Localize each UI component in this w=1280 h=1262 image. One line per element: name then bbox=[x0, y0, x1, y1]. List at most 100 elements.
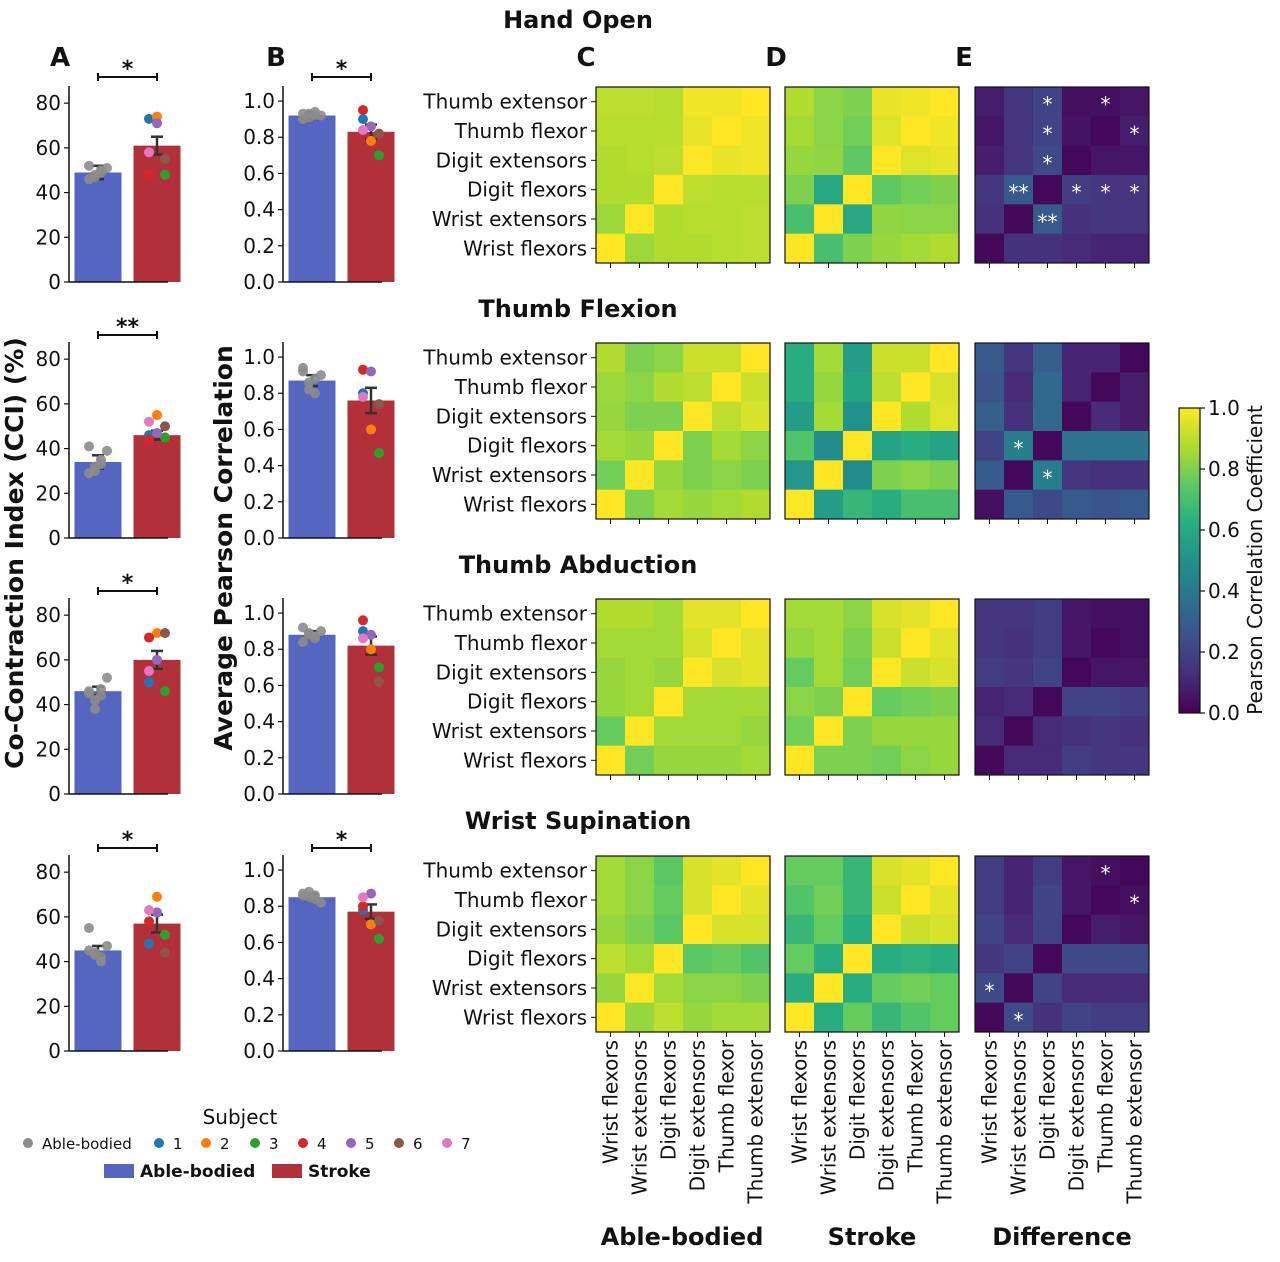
legend: Subject Able-bodied 1 2 3 4 5 6 7 Able-bodied St… bbox=[23, 1105, 471, 1182]
heatmap-cell bbox=[1033, 716, 1063, 747]
point-subject-4 bbox=[144, 632, 154, 643]
column-label: Digit flexors bbox=[846, 1040, 870, 1160]
heatmap-cell bbox=[814, 431, 844, 461]
row-label: Thumb flexor bbox=[454, 631, 588, 655]
heatmap-cell bbox=[930, 460, 960, 491]
heatmap-cell bbox=[901, 657, 931, 688]
heatmap-cell bbox=[843, 401, 873, 432]
heatmap-cell bbox=[975, 599, 1005, 629]
heatmap-cell bbox=[930, 401, 960, 432]
heatmap-cell bbox=[785, 343, 815, 373]
colorbar: 0.0 0.2 0.4 0.6 0.8 1.0 Pearson Correlation C… bbox=[1178, 396, 1267, 725]
heatmap-cell bbox=[1120, 745, 1150, 776]
heatmap-cell bbox=[785, 973, 815, 1004]
row-label: Wrist extensors bbox=[432, 463, 587, 487]
heatmap-cell bbox=[741, 431, 771, 461]
heatmap-cell bbox=[712, 1002, 742, 1033]
heatmap-cell bbox=[625, 460, 655, 491]
point-able-bodied bbox=[96, 459, 106, 470]
colorbar-tick-label: 0.2 bbox=[1208, 640, 1240, 664]
bar-chart-cci-0: 0 20 40 60 80 * bbox=[36, 57, 181, 294]
row-label: Digit extensors bbox=[436, 917, 587, 941]
heatmap-cell bbox=[741, 657, 771, 688]
heatmap-cell bbox=[814, 944, 844, 974]
point-able-bodied bbox=[310, 890, 320, 901]
point-subject-7 bbox=[144, 147, 154, 158]
point-subject-4 bbox=[358, 901, 368, 912]
heatmap-cell bbox=[930, 431, 960, 461]
heatmap-cell bbox=[1091, 1002, 1121, 1033]
heatmap-cell bbox=[1004, 973, 1034, 1004]
point-subject-6 bbox=[160, 421, 170, 432]
heatmap-cell bbox=[975, 628, 1005, 659]
heatmap-cell bbox=[712, 687, 742, 717]
y-tick-label: 80 bbox=[36, 347, 61, 371]
row-label: Digit flexors bbox=[467, 434, 587, 458]
heatmap-cell bbox=[872, 431, 902, 461]
heatmap-cell bbox=[930, 343, 960, 373]
heatmap-cell bbox=[712, 204, 742, 235]
heatmap-cell bbox=[872, 856, 902, 886]
heatmap-cell bbox=[1120, 687, 1150, 717]
y-tick-label: 40 bbox=[36, 437, 61, 461]
point-subject-6 bbox=[160, 628, 170, 639]
heatmap-cell bbox=[1062, 599, 1092, 629]
row-label: Thumb extensor bbox=[422, 859, 587, 883]
heatmap-cell bbox=[872, 885, 902, 916]
heatmap-cell bbox=[683, 460, 713, 491]
heatmap-cell bbox=[683, 233, 713, 264]
significance-star: * bbox=[1043, 122, 1053, 146]
heatmap-cell bbox=[901, 372, 931, 403]
heatmap-cell bbox=[712, 460, 742, 491]
point-subject-3 bbox=[160, 686, 170, 697]
column-label: Wrist extensors bbox=[1007, 1040, 1031, 1195]
heatmap-cell bbox=[843, 343, 873, 373]
heatmap-cell bbox=[872, 175, 902, 205]
heatmap-cell bbox=[683, 657, 713, 688]
heatmap-cell bbox=[1120, 145, 1150, 176]
significance-star: * bbox=[1014, 437, 1024, 461]
heatmap-cell bbox=[596, 233, 626, 264]
heatmap-cell bbox=[1120, 116, 1150, 147]
heatmap-cell bbox=[1033, 687, 1063, 717]
heatmap-cell bbox=[654, 460, 684, 491]
heatmap-cell bbox=[1062, 687, 1092, 717]
heatmap-cell bbox=[975, 372, 1005, 403]
y-tick-label: 0 bbox=[48, 526, 61, 550]
heatmap-cell bbox=[683, 973, 713, 1004]
y-tick-label: 0 bbox=[48, 782, 61, 806]
heatmap-cell bbox=[1062, 914, 1092, 945]
heatmap-cell bbox=[1033, 175, 1063, 205]
point-subject-6 bbox=[160, 154, 170, 165]
point-subject-2 bbox=[152, 891, 162, 902]
heatmap-cell bbox=[872, 657, 902, 688]
heatmap-cell bbox=[625, 175, 655, 205]
heatmap-frame bbox=[974, 598, 1150, 776]
heatmap-cell bbox=[1033, 431, 1063, 461]
heatmap-difference: * ** **** * * *** bbox=[974, 86, 1150, 268]
heatmap-cell bbox=[1120, 175, 1150, 205]
heatmap-cell bbox=[843, 233, 873, 264]
heatmap-cell bbox=[901, 944, 931, 974]
heatmap-cell bbox=[930, 657, 960, 688]
y-tick-label: 1.0 bbox=[243, 858, 275, 882]
heatmap-cell bbox=[785, 885, 815, 916]
heatmap-cell bbox=[814, 489, 844, 520]
heatmap-cell bbox=[872, 716, 902, 747]
heatmap-cell bbox=[814, 885, 844, 916]
heatmap-cell bbox=[1033, 204, 1063, 235]
significance-star: ** bbox=[1038, 210, 1058, 234]
point-subject-6 bbox=[374, 128, 384, 139]
legend-title: Subject bbox=[203, 1105, 278, 1129]
heatmap-cell bbox=[625, 1002, 655, 1033]
legend-group-swatch-0 bbox=[104, 1164, 134, 1178]
point-able-bodied bbox=[304, 384, 314, 395]
point-subject-5 bbox=[152, 427, 162, 438]
heatmap-cell bbox=[1091, 973, 1121, 1004]
heatmap-difference: * * * * bbox=[974, 855, 1150, 1037]
heatmap-cell bbox=[1062, 716, 1092, 747]
heatmap-cell bbox=[975, 914, 1005, 945]
heatmap-cell bbox=[872, 145, 902, 176]
legend-label-5: 5 bbox=[365, 1135, 375, 1153]
heatmap-cell bbox=[975, 856, 1005, 886]
